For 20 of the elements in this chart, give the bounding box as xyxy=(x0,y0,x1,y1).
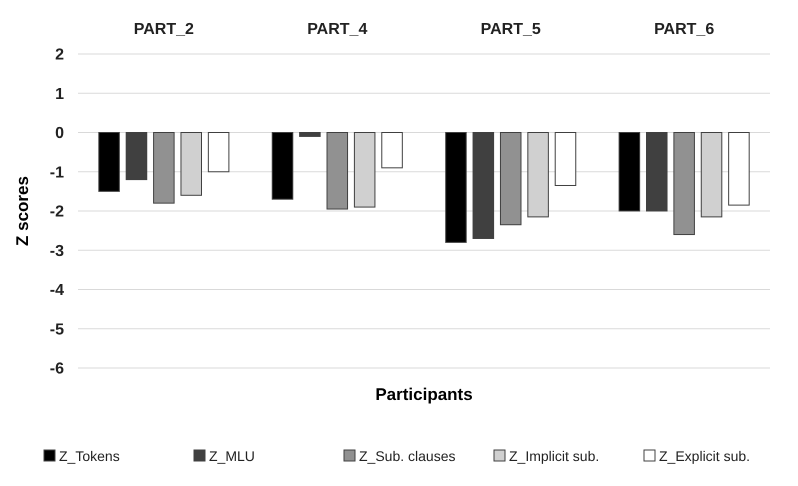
y-tick-label: 0 xyxy=(55,125,64,142)
y-tick-label: -3 xyxy=(50,242,64,260)
legend-label: Z_MLU xyxy=(209,448,255,464)
x-tick-label: PART_5 xyxy=(480,21,541,38)
x-tick-label: PART_4 xyxy=(307,21,368,38)
legend-label: Z_Tokens xyxy=(59,448,120,464)
legend-label: Z_Explicit sub. xyxy=(659,448,750,464)
y-tick-label: -2 xyxy=(50,204,64,221)
y-tick-label: -1 xyxy=(50,164,64,182)
y-tick-label: 2 xyxy=(55,46,64,64)
y-axis-title: Z scores xyxy=(13,176,32,246)
x-tick-label: PART_6 xyxy=(654,21,714,38)
legend-label: Z_Sub. clauses xyxy=(359,448,456,464)
y-tick-label: 1 xyxy=(55,86,64,103)
y-tick-label: -4 xyxy=(50,282,64,300)
y-tick-label: -5 xyxy=(50,321,64,338)
y-tick-label: -6 xyxy=(50,360,64,378)
x-tick-label: PART_2 xyxy=(134,21,194,38)
legend-label: Z_Implicit sub. xyxy=(509,448,600,464)
x-axis-title: Participants xyxy=(375,385,473,404)
